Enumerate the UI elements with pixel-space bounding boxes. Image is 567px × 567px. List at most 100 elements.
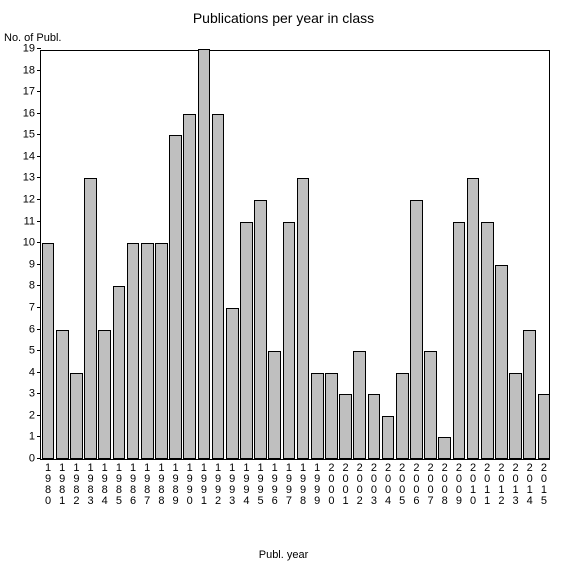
bar — [84, 178, 97, 459]
y-tick-label: 3 — [29, 389, 41, 400]
bar — [467, 178, 480, 459]
x-tick-label: 2 0 0 4 — [381, 459, 395, 507]
y-tick-mark — [37, 70, 41, 71]
y-tick-mark — [37, 372, 41, 373]
x-tick-label: 1 9 9 2 — [211, 459, 225, 507]
x-tick-label: 2 0 0 7 — [424, 459, 438, 507]
bar — [339, 394, 352, 459]
x-tick-label: 2 0 1 2 — [494, 459, 508, 507]
bar — [56, 330, 69, 459]
bar — [127, 243, 140, 459]
y-tick-mark — [37, 199, 41, 200]
bar — [481, 222, 494, 459]
bar — [98, 330, 111, 459]
x-tick-label: 2 0 1 0 — [466, 459, 480, 507]
y-tick-label: 9 — [29, 259, 41, 270]
y-tick-label: 5 — [29, 346, 41, 357]
bar — [509, 373, 522, 459]
x-tick-label: 1 9 9 3 — [225, 459, 239, 507]
x-tick-label: 1 9 9 7 — [282, 459, 296, 507]
bar — [212, 114, 225, 459]
bar — [113, 286, 126, 459]
bar — [42, 243, 55, 459]
bar — [396, 373, 409, 459]
x-tick-label: 1 9 8 1 — [55, 459, 69, 507]
y-tick-label: 13 — [23, 173, 41, 184]
x-tick-label: 1 9 8 0 — [41, 459, 55, 507]
x-tick-label: 1 9 8 6 — [126, 459, 140, 507]
x-tick-label: 1 9 9 4 — [239, 459, 253, 507]
y-tick-mark — [37, 113, 41, 114]
chart-title: Publications per year in class — [0, 10, 567, 26]
bar — [453, 222, 466, 459]
x-tick-label: 1 9 9 0 — [183, 459, 197, 507]
bar — [141, 243, 154, 459]
y-tick-mark — [37, 329, 41, 330]
x-tick-label: 1 9 9 6 — [268, 459, 282, 507]
y-tick-mark — [37, 156, 41, 157]
x-tick-label: 2 0 0 2 — [353, 459, 367, 507]
bar — [523, 330, 536, 459]
x-tick-label: 1 9 8 3 — [84, 459, 98, 507]
y-tick-label: 4 — [29, 367, 41, 378]
x-tick-label: 1 9 9 8 — [296, 459, 310, 507]
y-tick-label: 7 — [29, 302, 41, 313]
bar — [283, 222, 296, 459]
bar — [183, 114, 196, 459]
bar — [495, 265, 508, 459]
bar — [410, 200, 423, 459]
y-tick-label: 17 — [23, 87, 41, 98]
x-tick-label: 2 0 0 3 — [367, 459, 381, 507]
bar — [169, 135, 182, 459]
x-tick-label: 2 0 0 9 — [452, 459, 466, 507]
bar — [311, 373, 324, 459]
y-tick-label: 1 — [29, 432, 41, 443]
bar — [198, 49, 211, 459]
x-tick-label: 2 0 0 1 — [339, 459, 353, 507]
y-tick-label: 14 — [23, 151, 41, 162]
x-tick-label: 2 0 0 5 — [395, 459, 409, 507]
bar — [325, 373, 338, 459]
bar — [382, 416, 395, 459]
plot-area: 0123456789101112131415161718191 9 8 01 9… — [40, 50, 550, 460]
y-tick-label: 11 — [24, 216, 41, 227]
x-tick-label: 1 9 9 9 — [310, 459, 324, 507]
y-tick-label: 0 — [29, 454, 41, 465]
bar — [240, 222, 253, 459]
y-tick-mark — [37, 134, 41, 135]
x-tick-label: 2 0 0 6 — [409, 459, 423, 507]
x-tick-label: 1 9 8 5 — [112, 459, 126, 507]
bar — [254, 200, 267, 459]
y-tick-mark — [37, 415, 41, 416]
x-tick-label: 2 0 0 0 — [324, 459, 338, 507]
bar — [424, 351, 437, 459]
x-tick-label: 1 9 9 1 — [197, 459, 211, 507]
y-tick-label: 16 — [23, 108, 41, 119]
bar — [226, 308, 239, 459]
x-tick-label: 2 0 1 5 — [537, 459, 551, 507]
bar — [353, 351, 366, 459]
y-tick-mark — [37, 177, 41, 178]
y-tick-label: 8 — [29, 281, 41, 292]
y-tick-label: 12 — [23, 195, 41, 206]
x-tick-label: 2 0 0 8 — [438, 459, 452, 507]
x-tick-label: 1 9 8 8 — [154, 459, 168, 507]
y-tick-mark — [37, 242, 41, 243]
y-tick-label: 18 — [23, 65, 41, 76]
y-tick-mark — [37, 350, 41, 351]
y-tick-label: 15 — [23, 130, 41, 141]
bar — [268, 351, 281, 459]
y-tick-mark — [37, 393, 41, 394]
x-tick-label: 1 9 9 5 — [254, 459, 268, 507]
x-axis-title: Publ. year — [0, 549, 567, 561]
bar — [70, 373, 83, 459]
y-tick-mark — [37, 307, 41, 308]
y-tick-label: 19 — [23, 44, 41, 55]
y-tick-label: 2 — [29, 410, 41, 421]
x-tick-label: 1 9 8 4 — [98, 459, 112, 507]
bar — [368, 394, 381, 459]
y-tick-mark — [37, 436, 41, 437]
bar — [297, 178, 310, 459]
x-tick-label: 2 0 1 3 — [509, 459, 523, 507]
y-tick-mark — [37, 91, 41, 92]
